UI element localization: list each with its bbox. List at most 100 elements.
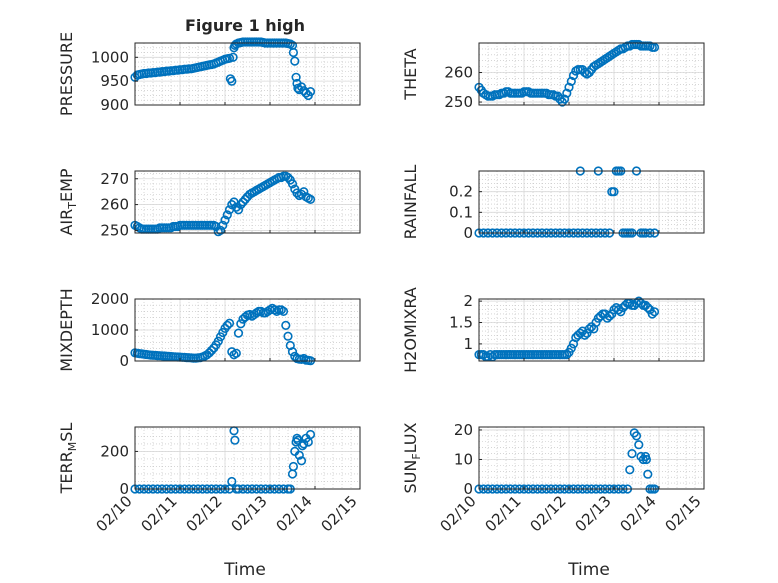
y-tick-label: 10 [454,450,473,468]
data-point [218,220,228,230]
data-point [287,179,298,189]
data-point [305,194,316,204]
y-axis-label-subscript: T [66,202,79,210]
axes-box [134,42,361,106]
y-axis-label: SUNFLUX [401,422,423,493]
data-point [562,350,572,360]
data-point [564,82,574,92]
data-point [287,347,298,357]
data-point [634,440,644,450]
x-tick-label: 02/10 [436,492,479,535]
y-tick-label: 900 [100,96,129,114]
data-series [130,171,316,237]
data-point [288,47,299,58]
x-tick-label: 02/11 [137,492,180,535]
data-point [231,202,241,212]
data-point [290,56,300,66]
y-tick-label: 0 [463,224,473,242]
axes-box [478,42,705,106]
data-point [283,172,293,183]
subplot-2: 250 260 THETA [401,39,705,111]
y-axis-label-rest: LUX [401,422,420,453]
x-tick-label: 02/14 [616,492,659,535]
plot-area [479,171,704,233]
data-series [474,39,660,107]
y-axis-label-main: THETA [401,48,420,100]
y-axis-label: MIXDEPTH [57,288,76,371]
y-tick-label: 270 [100,170,129,188]
y-tick-label: 250 [100,221,129,239]
data-point [236,319,246,329]
y-tick-label: 250 [444,93,473,111]
y-tick-label: 200 [100,442,129,460]
x-tick-label: 02/11 [481,492,524,535]
data-point [559,94,570,104]
y-tick-label: 950 [100,72,129,90]
data-point [227,200,237,210]
data-point [575,328,585,338]
y-axis-label-rest: EMP [57,168,76,202]
y-tick-label: 260 [444,64,473,82]
data-point [478,350,489,360]
y-tick-label: 0 [463,480,473,498]
data-point [643,469,653,479]
x-tick-label: 02/12 [526,492,569,535]
data-point [566,76,576,86]
y-axis-label: TERRMSL [57,423,79,495]
data-point [281,320,291,331]
y-axis-label-main: PRESSURE [57,32,76,116]
y-tick-label: 1 [463,335,473,353]
y-axis-label: H2OMIXRA [401,287,420,373]
y-tick-label: 260 [100,196,129,214]
data-point [294,450,304,460]
data-point [643,303,653,313]
figure-title: Figure 1 high [185,16,305,35]
data-point [230,435,240,445]
data-point [641,454,652,465]
data-point [649,307,660,317]
data-point [485,350,495,360]
data-point [204,348,214,358]
y-axis-label: RAINFALL [401,165,420,240]
subplot-7: 0 200 02/10 02/11 02/12 02/13 02/14 02/15 TERRMS… [57,423,361,536]
data-point [291,72,301,82]
y-axis-label: AIRTEMP [57,168,79,235]
data-point [233,205,244,215]
subplot-1: 900 950 1000 PRESSURE [57,32,361,116]
plot-area [479,427,704,489]
y-axis-label-main: AIR [57,209,76,236]
plot-area [135,427,360,489]
data-point [227,476,237,487]
data-point [283,331,293,341]
y-axis-label-main: RAINFALL [401,165,420,240]
subplot-5: 0 1000 2000 MIXDEPTH [57,288,361,372]
data-point [296,189,307,199]
x-tick-label: 02/15 [661,492,704,535]
data-point [604,311,615,321]
data-point [288,461,299,472]
x-tick-label: 02/10 [92,492,135,535]
data-point [222,320,232,331]
data-point [562,88,572,98]
data-point [278,306,289,317]
x-tick-label: 02/13 [571,492,614,535]
y-axis-label-rest: SL [57,423,76,442]
x-tick-label: 02/12 [182,492,225,535]
data-point [231,348,241,358]
axes-box [134,426,361,490]
data-point [627,449,637,459]
data-point [224,318,235,328]
data-point [220,215,230,225]
subplot-6: 1 1.5 2 H2OMIXRA [401,287,705,373]
data-point [213,336,223,346]
y-tick-label: 0 [119,480,129,498]
axes-box [478,426,705,490]
y-axis-label-subscript: F [410,453,423,459]
y-tick-label: 0.2 [449,183,473,201]
data-point [620,300,630,311]
y-tick-label: 1000 [91,48,129,66]
data-point [305,86,316,97]
y-tick-label: 2 [463,292,473,310]
y-axis-label: THETA [401,48,420,100]
